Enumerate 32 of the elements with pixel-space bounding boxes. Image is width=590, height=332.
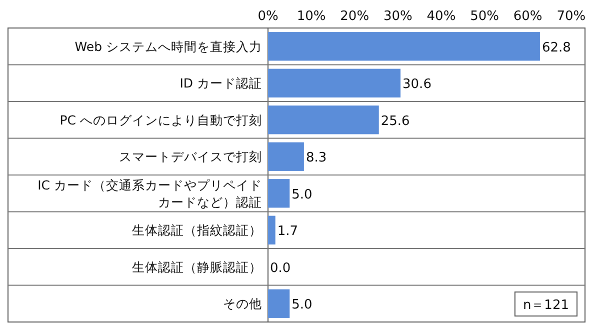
bar [268, 32, 540, 61]
data-label: 30.6 [402, 77, 432, 92]
y-tick-label: その他 [223, 296, 262, 312]
data-label: 1.7 [277, 224, 298, 240]
x-tick-label: 30% [383, 9, 412, 24]
data-label: 25.6 [380, 114, 410, 129]
x-tick-label: 20% [340, 9, 370, 24]
y-tick-label: ID カード認証 [180, 76, 262, 91]
x-tick-label: 40% [426, 9, 456, 24]
bar [268, 216, 276, 244]
y-tick-label: 生体認証（静脈認証） [132, 259, 262, 274]
bar [268, 179, 290, 208]
bar [268, 68, 401, 98]
annotation: n＝121 [522, 298, 569, 313]
bar [268, 289, 290, 318]
y-tick-label: スマートデバイスで打刻 [119, 149, 262, 164]
x-tick-label: 70% [556, 9, 586, 24]
x-tick-label: 60% [513, 9, 542, 24]
y-tick-label: IC カード（交通系カードやプリペイドカードなど）認証 [38, 177, 262, 210]
bar [268, 142, 304, 171]
y-tick-label: PC へのログインにより自動で打刻 [60, 112, 262, 128]
data-label: 62.8 [542, 40, 571, 56]
data-label: 5.0 [292, 298, 312, 313]
y-tick-label: 生体認証（指紋認証） [132, 222, 262, 238]
x-tick-label: 50% [470, 9, 499, 24]
bar [268, 106, 379, 134]
x-tick-label: 10% [296, 9, 326, 24]
x-tick-label: 0% [258, 9, 278, 24]
y-tick-label: Web システムへ時間を直接入力 [74, 38, 262, 54]
data-label: 5.0 [292, 187, 312, 202]
data-label: 8.3 [306, 150, 327, 166]
data-label: 0.0 [270, 260, 291, 276]
